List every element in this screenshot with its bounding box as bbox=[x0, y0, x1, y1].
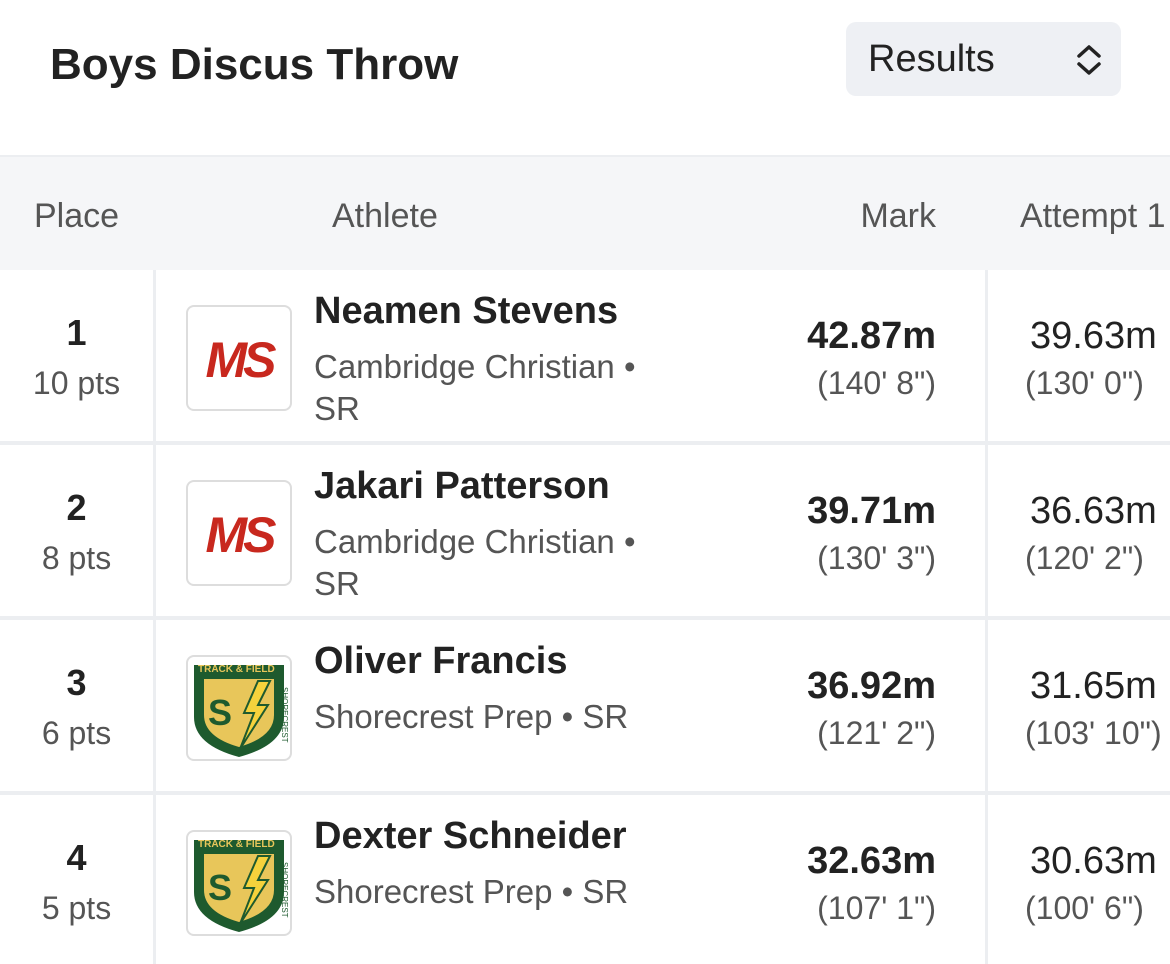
attempt: 31.65m bbox=[1030, 665, 1157, 707]
column-header: Athlete bbox=[332, 197, 438, 235]
divider bbox=[153, 795, 156, 964]
logo-text: TRACK & FIELD bbox=[198, 664, 275, 675]
athlete-affiliation: Shorecrest Prep • SR bbox=[314, 873, 629, 910]
attempt: 39.63m bbox=[1030, 315, 1157, 357]
team-logo: MS bbox=[186, 480, 292, 586]
select-label: Results bbox=[868, 38, 995, 80]
place: 3 bbox=[66, 662, 87, 703]
attempt-imperial: (100' 6") bbox=[1025, 890, 1144, 926]
view-select[interactable]: Results bbox=[846, 22, 1121, 96]
place: 1 bbox=[66, 312, 87, 353]
divider bbox=[153, 270, 156, 441]
points: 5 pts bbox=[41, 890, 112, 926]
attempt-imperial: (120' 2") bbox=[1025, 540, 1144, 576]
athlete-name: Jakari Patterson bbox=[314, 465, 610, 507]
logo-text: MS bbox=[206, 507, 277, 563]
mark-imperial: (130' 3") bbox=[817, 540, 936, 576]
table-header: Place Athlete Mark Attempt 1 bbox=[0, 155, 1170, 270]
mark: 36.92m bbox=[807, 665, 936, 707]
result-row: 1 10 pts MS Neamen Stevens Cambridge Christi… bbox=[0, 270, 1170, 445]
divider bbox=[985, 795, 988, 964]
team-logo: MS bbox=[186, 305, 292, 411]
logo-text: SHORECREST bbox=[280, 862, 289, 918]
mark: 39.71m bbox=[807, 490, 936, 532]
logo-text: S bbox=[208, 692, 232, 733]
logo-graphic: TRACK & FIELD S SHORECREST bbox=[194, 664, 289, 757]
points: 10 pts bbox=[32, 365, 121, 401]
logo-graphic: TRACK & FIELD S SHORECREST bbox=[194, 839, 289, 932]
athlete-affiliation: Shorecrest Prep • SR bbox=[314, 698, 629, 735]
logo-text: TRACK & FIELD bbox=[198, 839, 275, 850]
mark-imperial: (107' 1") bbox=[817, 890, 936, 926]
result-row: 2 8 pts MS Jakari Patterson Cambridge Christ… bbox=[0, 445, 1170, 620]
chevron-icon bbox=[1077, 45, 1101, 75]
team-logo: TRACK & FIELD S SHORECREST bbox=[186, 655, 292, 761]
team-logo: TRACK & FIELD S SHORECREST bbox=[186, 830, 292, 936]
column-header: Place bbox=[34, 197, 120, 235]
divider bbox=[985, 445, 988, 616]
logo-text: SHORECREST bbox=[280, 687, 289, 743]
divider bbox=[153, 445, 156, 616]
column-header: Attempt 1 bbox=[1020, 197, 1166, 235]
logo-graphic: MS bbox=[206, 507, 281, 563]
divider bbox=[985, 620, 988, 791]
result-row: 3 6 pts TRACK & FIELD S SHORECREST Oliver Fra… bbox=[0, 620, 1170, 795]
event-title: Boys Discus Throw bbox=[50, 40, 459, 89]
bolt bbox=[239, 680, 272, 750]
bolt bbox=[239, 855, 272, 925]
mark-imperial: (121' 2") bbox=[817, 715, 936, 751]
mark: 42.87m bbox=[807, 315, 936, 357]
athlete-name: Oliver Francis bbox=[314, 640, 568, 682]
divider bbox=[985, 270, 988, 441]
mark-imperial: (140' 8") bbox=[817, 365, 936, 401]
column-header: Mark bbox=[860, 197, 936, 235]
attempt: 30.63m bbox=[1030, 840, 1157, 882]
divider bbox=[153, 620, 156, 791]
logo-text: MS bbox=[206, 332, 277, 388]
mark: 32.63m bbox=[807, 840, 936, 882]
logo-graphic: MS bbox=[206, 332, 281, 388]
athlete-affiliation: Cambridge Christian • SR bbox=[314, 523, 636, 602]
athlete-affiliation: Cambridge Christian • SR bbox=[314, 348, 636, 427]
attempt-imperial: (130' 0") bbox=[1025, 365, 1144, 401]
place: 2 bbox=[66, 487, 87, 528]
attempt: 36.63m bbox=[1030, 490, 1157, 532]
attempt-imperial: (103' 10") bbox=[1025, 715, 1162, 751]
result-row: 4 5 pts TRACK & FIELD S SHORECREST Dexter Sch… bbox=[0, 795, 1170, 964]
athlete-name: Neamen Stevens bbox=[314, 290, 619, 332]
logo-text: S bbox=[208, 867, 232, 908]
points: 6 pts bbox=[41, 715, 112, 751]
athlete-name: Dexter Schneider bbox=[314, 815, 627, 857]
points: 8 pts bbox=[41, 540, 112, 576]
place: 4 bbox=[66, 837, 87, 878]
